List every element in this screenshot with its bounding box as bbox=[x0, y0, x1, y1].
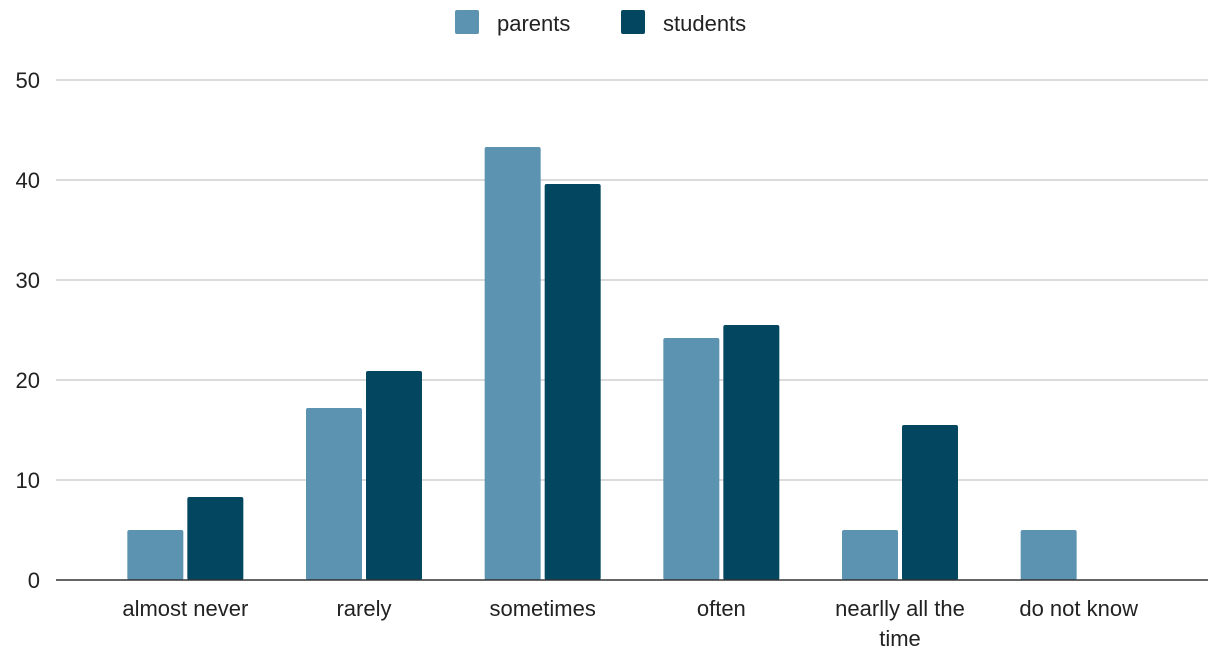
bar-students bbox=[187, 497, 244, 580]
legend-label-students: students bbox=[663, 11, 746, 36]
y-tick-label: 10 bbox=[16, 468, 40, 493]
y-tick-label: 0 bbox=[28, 568, 40, 593]
y-tick-label: 40 bbox=[16, 168, 40, 193]
bar-students bbox=[366, 371, 422, 580]
x-category-label: do not know bbox=[1019, 596, 1138, 621]
bar-parents bbox=[842, 530, 898, 580]
legend-swatch-students bbox=[621, 10, 645, 34]
bar-parents bbox=[306, 408, 362, 580]
y-tick-label: 50 bbox=[16, 68, 40, 93]
bar-students bbox=[544, 184, 601, 580]
y-axis-tick-labels: 0 10 20 30 40 50 bbox=[16, 68, 40, 593]
x-category-label: often bbox=[697, 596, 746, 621]
bar-students bbox=[902, 425, 958, 580]
x-category-label: almost never bbox=[122, 596, 248, 621]
x-category-label: nearlly all the time bbox=[835, 596, 965, 648]
bar-parents bbox=[663, 338, 720, 580]
x-category-label: rarely bbox=[336, 596, 391, 621]
bar-students bbox=[723, 325, 780, 580]
bar-parents bbox=[127, 530, 184, 580]
y-tick-label: 20 bbox=[16, 368, 40, 393]
y-tick-label: 30 bbox=[16, 268, 40, 293]
legend: parents students bbox=[455, 10, 746, 36]
bar-parents bbox=[1020, 530, 1077, 580]
gridlines bbox=[56, 79, 1208, 481]
legend-label-parents: parents bbox=[497, 11, 570, 36]
legend-swatch-parents bbox=[455, 10, 479, 34]
x-category-label: sometimes bbox=[489, 596, 595, 621]
bars bbox=[127, 147, 1077, 580]
x-axis-category-labels: almost never rarely sometimes often nearlly … bbox=[122, 596, 1138, 648]
bar-parents bbox=[484, 147, 541, 580]
